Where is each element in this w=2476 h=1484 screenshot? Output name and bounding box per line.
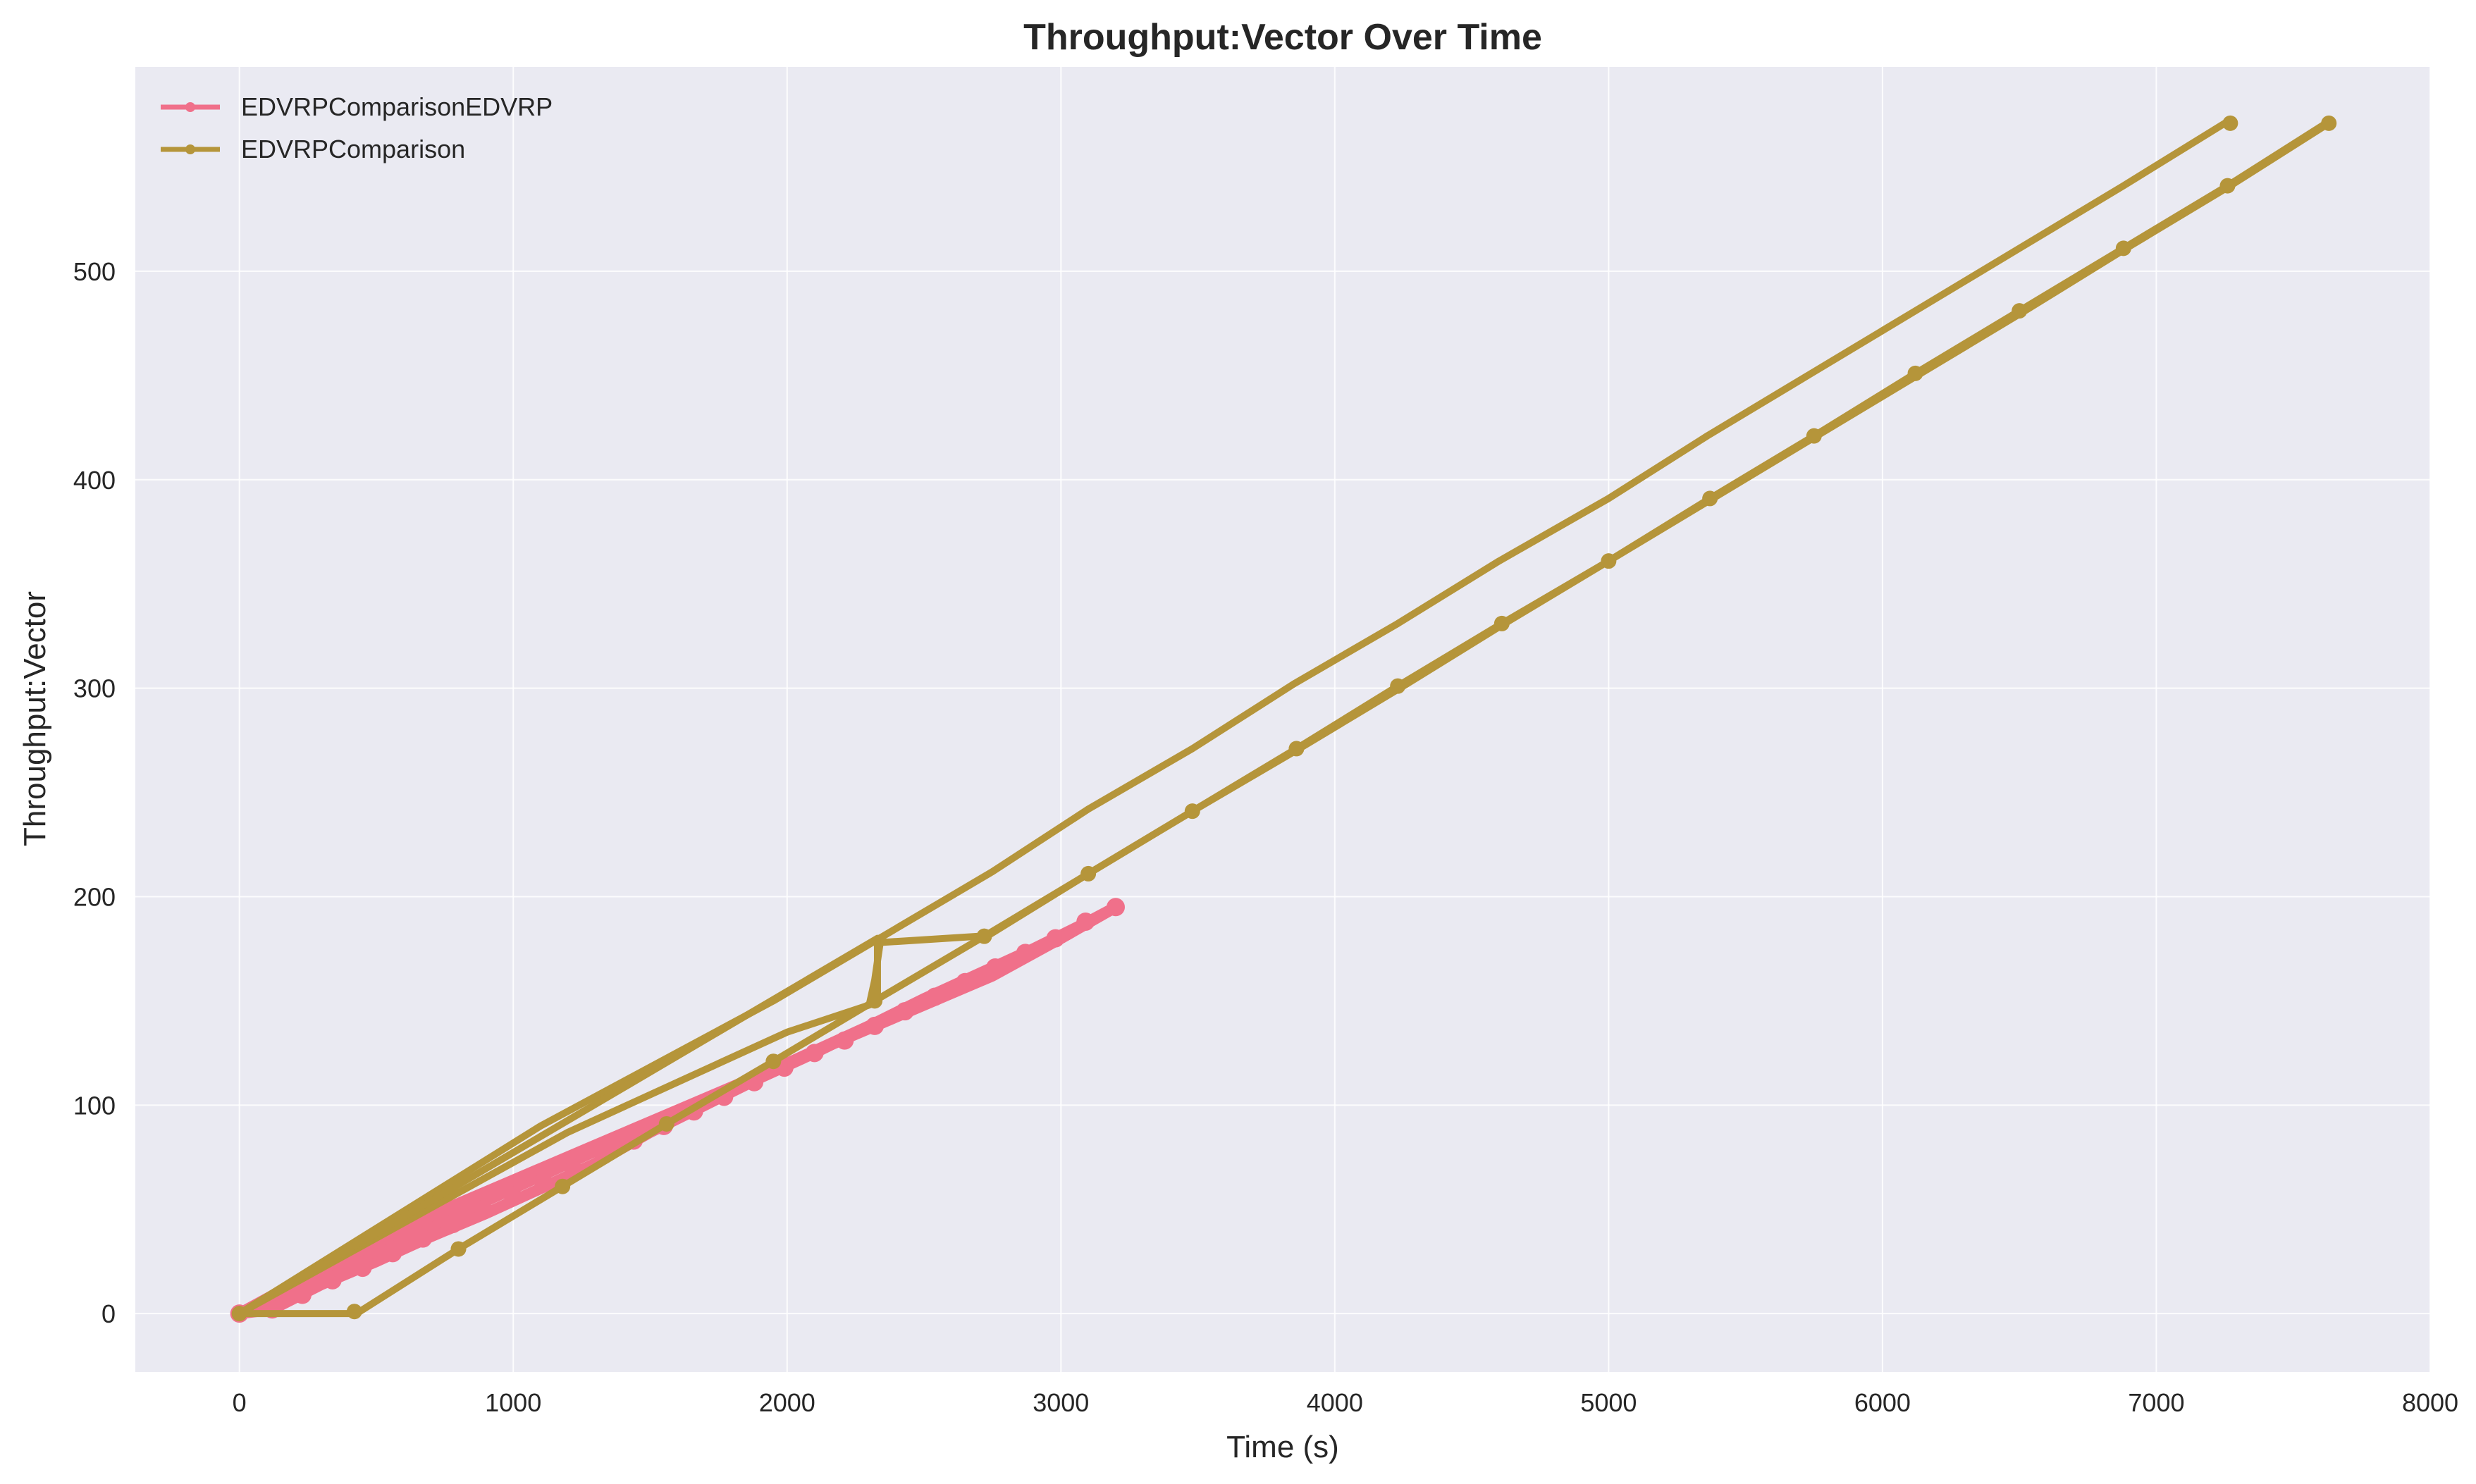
y-tick-label: 500 [73,257,116,286]
data-point [765,1053,782,1070]
data-point [1016,944,1035,963]
legend-label-edvrpcomparison: EDVRPComparison [241,135,465,163]
data-point [986,958,1005,977]
x-tick-label: 5000 [1580,1388,1637,1417]
series-layer [230,115,2337,1323]
data-point [2222,115,2238,131]
y-tick-label: 100 [73,1091,116,1120]
data-point [1076,912,1095,931]
legend-label-edvrpcomparisonedvrp: EDVRPComparisonEDVRP [241,92,553,121]
x-tick-label: 7000 [2128,1388,2184,1417]
x-tick-label: 2000 [759,1388,815,1417]
x-tick-label: 3000 [1033,1388,1089,1417]
data-point [353,1259,372,1278]
data-point [346,1304,362,1320]
data-point [976,928,992,944]
data-point [1493,615,1510,631]
data-point [1702,490,1718,507]
data-point [450,1241,467,1257]
data-point [293,1285,312,1304]
x-axis-label: Time (s) [1226,1430,1339,1464]
plot-area [135,67,2430,1372]
x-tick-label: 1000 [485,1388,541,1417]
x-tick-label: 6000 [1854,1388,1911,1417]
legend: EDVRPComparisonEDVRP EDVRPComparison [161,92,553,163]
legend-marker-edvrpcomparisonedvrp [185,102,195,112]
data-point [2012,303,2028,319]
ticks: 0 1000 2000 3000 4000 5000 6000 7000 8000 0 100 200… [73,257,2458,1417]
data-point [866,1016,885,1035]
x-tick-label: 8000 [2402,1388,2458,1417]
data-point [413,1229,432,1248]
data-point [383,1244,402,1263]
data-point [1080,865,1097,882]
series-line [235,119,2333,1318]
legend-marker-edvrpcomparison [185,144,195,154]
grid [135,67,2431,1372]
series-line [235,119,2234,1318]
data-point [443,1214,462,1233]
data-point [805,1044,824,1063]
data-point [867,993,883,1009]
y-tick-label: 200 [73,882,116,911]
data-point [534,1173,553,1192]
y-tick-label: 400 [73,466,116,495]
data-point [835,1031,854,1050]
data-point [1046,929,1065,948]
data-point [474,1200,493,1219]
x-tick-label: 0 [233,1388,247,1417]
chart-title: Throughput:Vector Over Time [1023,17,1542,58]
series-1 [231,115,2337,1322]
data-point [1184,803,1200,820]
data-point [504,1187,523,1206]
y-tick-label: 300 [73,674,116,703]
data-point [1806,428,1822,444]
y-tick-label: 0 [101,1299,116,1328]
series-line [235,934,881,1318]
data-point [555,1178,571,1194]
data-point [2219,178,2236,194]
data-point [1288,741,1305,757]
y-axis-label: Throughput:Vector [18,591,52,846]
data-point [895,1002,914,1021]
data-point [956,972,975,991]
data-point [1106,898,1125,917]
data-point [323,1270,342,1290]
data-point [2321,115,2337,131]
data-point [658,1115,675,1132]
data-point [1390,678,1406,694]
data-point [231,1306,247,1322]
data-point [1907,365,1923,381]
data-point [925,987,944,1006]
x-tick-label: 4000 [1307,1388,1363,1417]
data-point [2115,240,2131,256]
data-point [1601,553,1617,569]
series-line [233,901,1121,1320]
